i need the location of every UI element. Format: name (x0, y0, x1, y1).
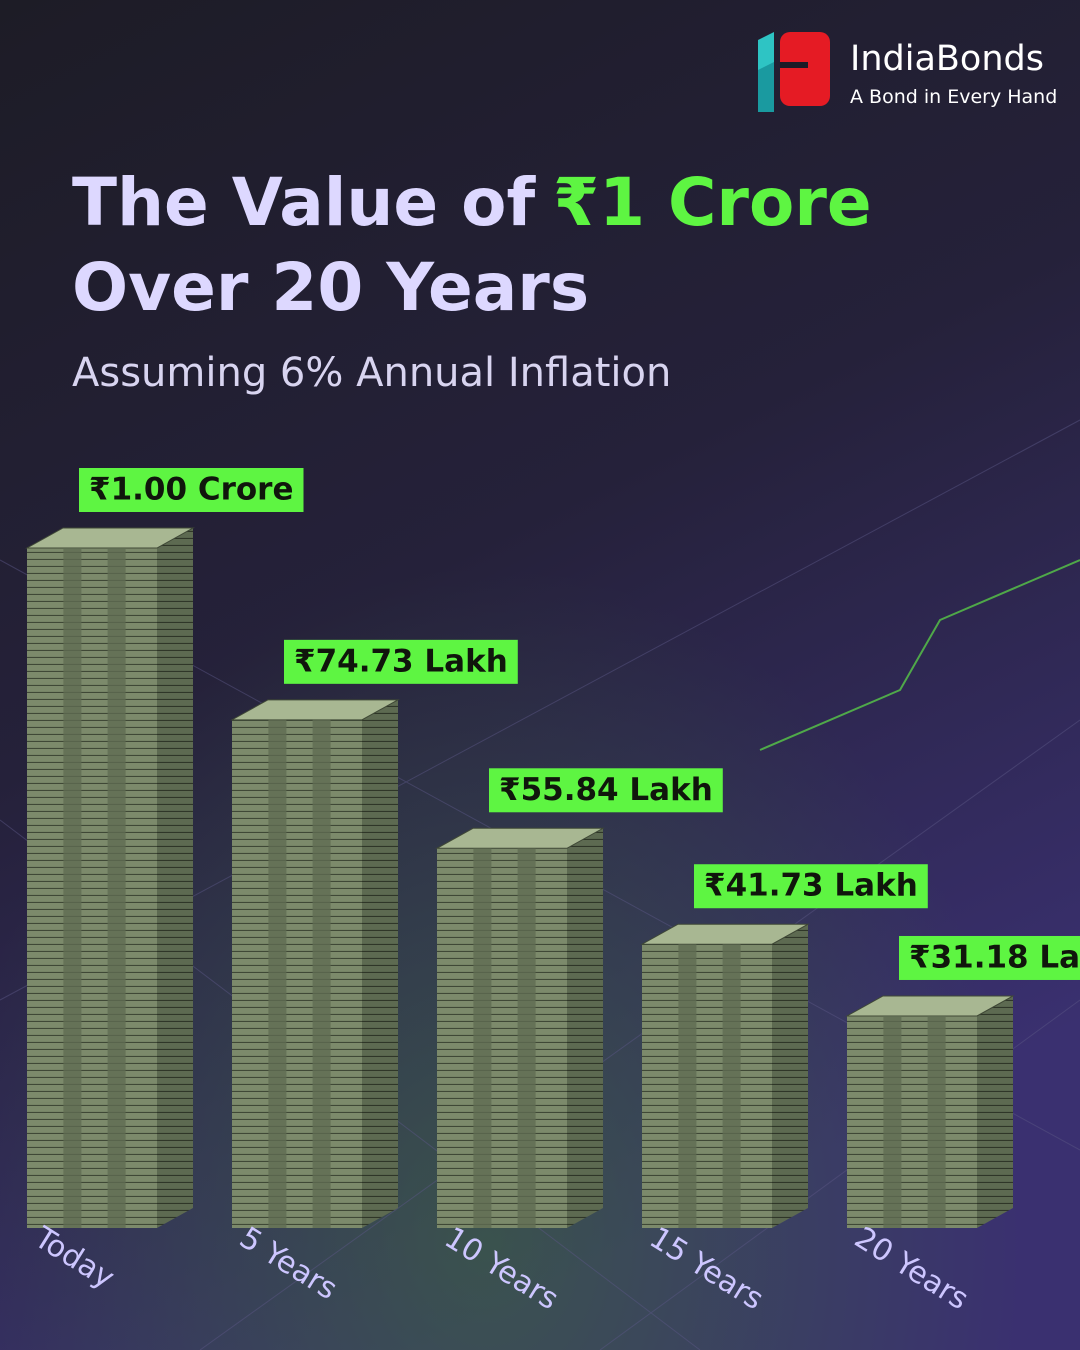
stack-band (268, 719, 287, 1228)
value-label-box (899, 935, 1080, 980)
stack-band (927, 1015, 946, 1228)
stack-band (473, 848, 492, 1228)
bar (437, 848, 567, 1228)
stack-side (772, 924, 808, 1228)
value-label: ₹41.73 Lakh (704, 868, 918, 904)
stack-band (678, 944, 697, 1228)
value-label-box (284, 639, 518, 684)
bar (642, 944, 772, 1228)
logo (758, 32, 830, 112)
stack-side (362, 699, 398, 1228)
stack-band (722, 944, 741, 1228)
bar (847, 1015, 977, 1228)
chart-title: The Value of ₹1 Crore (72, 164, 872, 241)
value-label-box (489, 768, 723, 813)
value-label-box (79, 468, 304, 512)
value-label: ₹1.00 Crore (89, 472, 294, 508)
stack-side (157, 528, 193, 1228)
chart-subtitle: Assuming 6% Annual Inflation (72, 350, 671, 396)
bar (232, 719, 362, 1228)
circuit-line (759, 559, 1080, 751)
stack-band (63, 548, 82, 1228)
stack-band (107, 548, 126, 1228)
chart-title: Over 20 Years (72, 249, 589, 326)
stack-side (567, 828, 603, 1228)
stack-band (517, 848, 536, 1228)
title-highlight: ₹1 Crore (553, 164, 871, 241)
value-label-box (694, 864, 928, 909)
stack-band (312, 719, 331, 1228)
brand-name: IndiaBonds (850, 39, 1044, 79)
bar (27, 548, 157, 1228)
title-part: The Value of (72, 164, 536, 241)
value-label: ₹55.84 Lakh (499, 772, 713, 808)
stack-side (977, 995, 1013, 1228)
brand-tagline: A Bond in Every Hand (850, 86, 1057, 108)
stack-band (883, 1015, 902, 1228)
value-label: ₹74.73 Lakh (294, 643, 508, 679)
value-label: ₹31.18 Lakh (909, 939, 1080, 975)
